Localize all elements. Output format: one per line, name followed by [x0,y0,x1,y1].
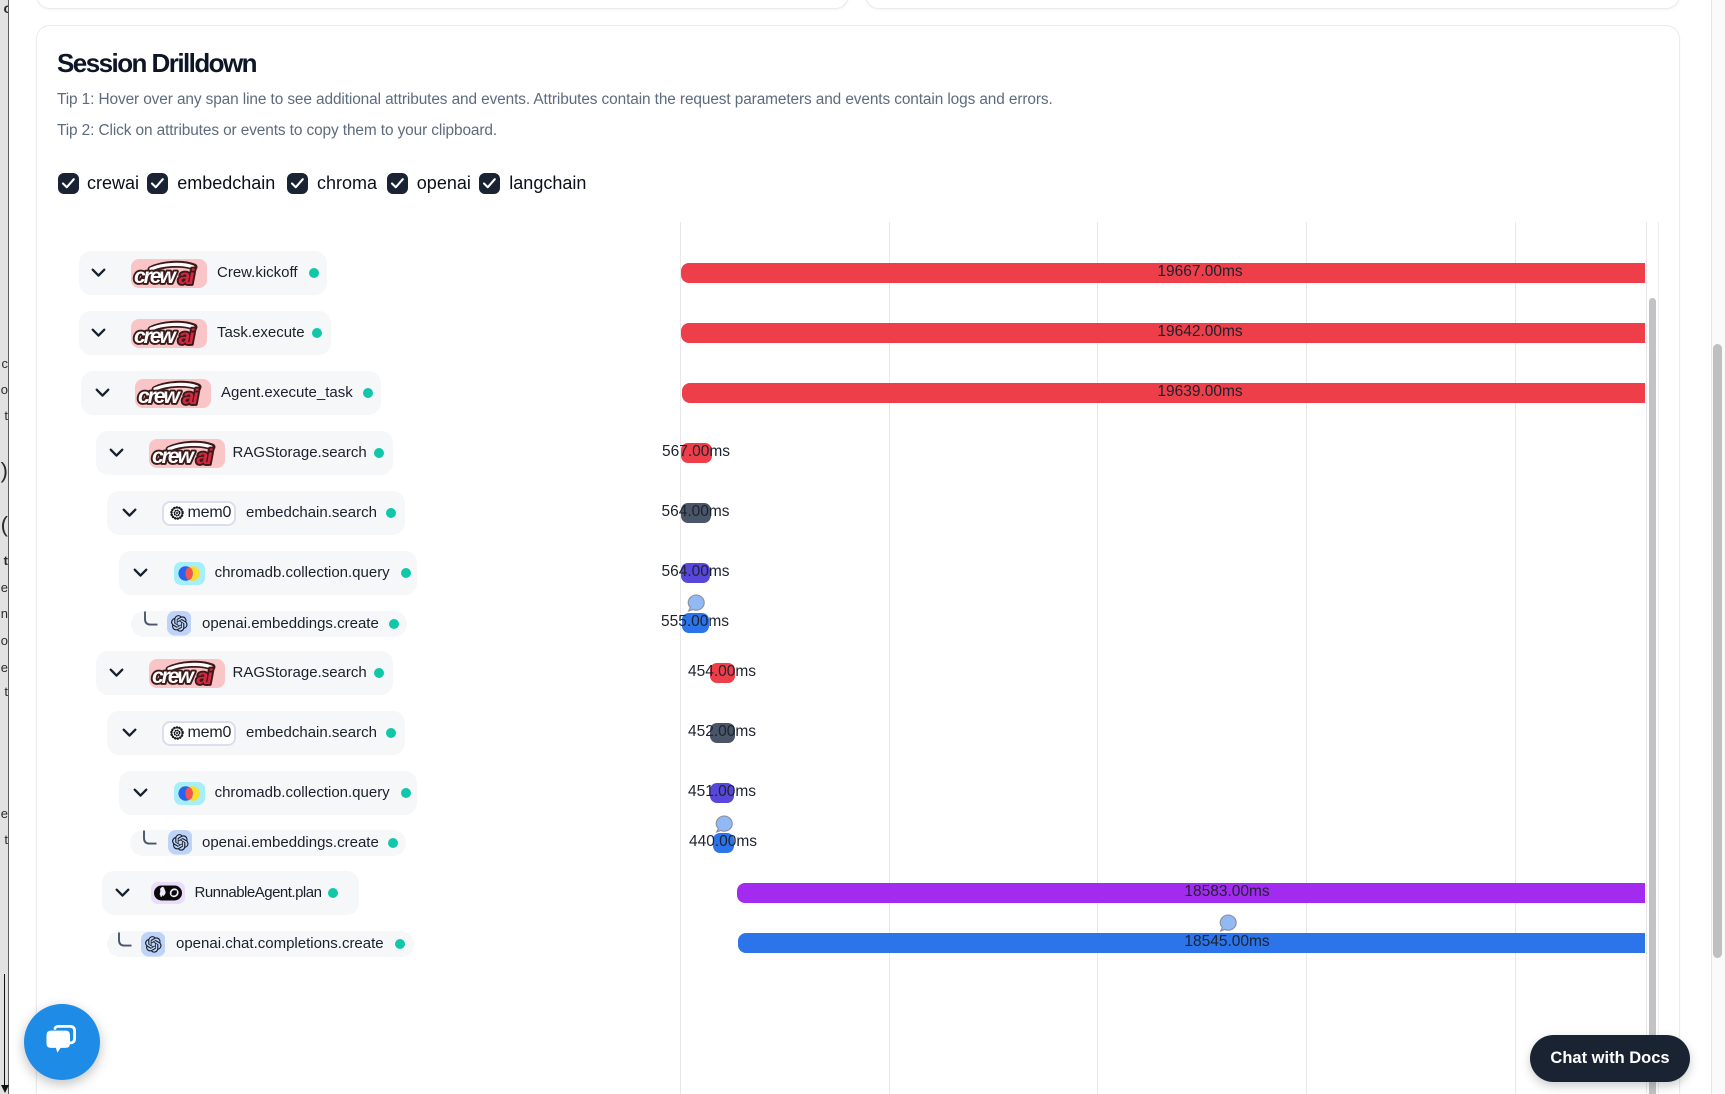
svg-text:crew: crew [152,665,196,688]
svg-text:crew: crew [134,325,178,348]
svg-text:crew: crew [152,445,196,468]
svg-text:crew: crew [134,265,178,288]
svg-text:crew: crew [138,385,182,408]
